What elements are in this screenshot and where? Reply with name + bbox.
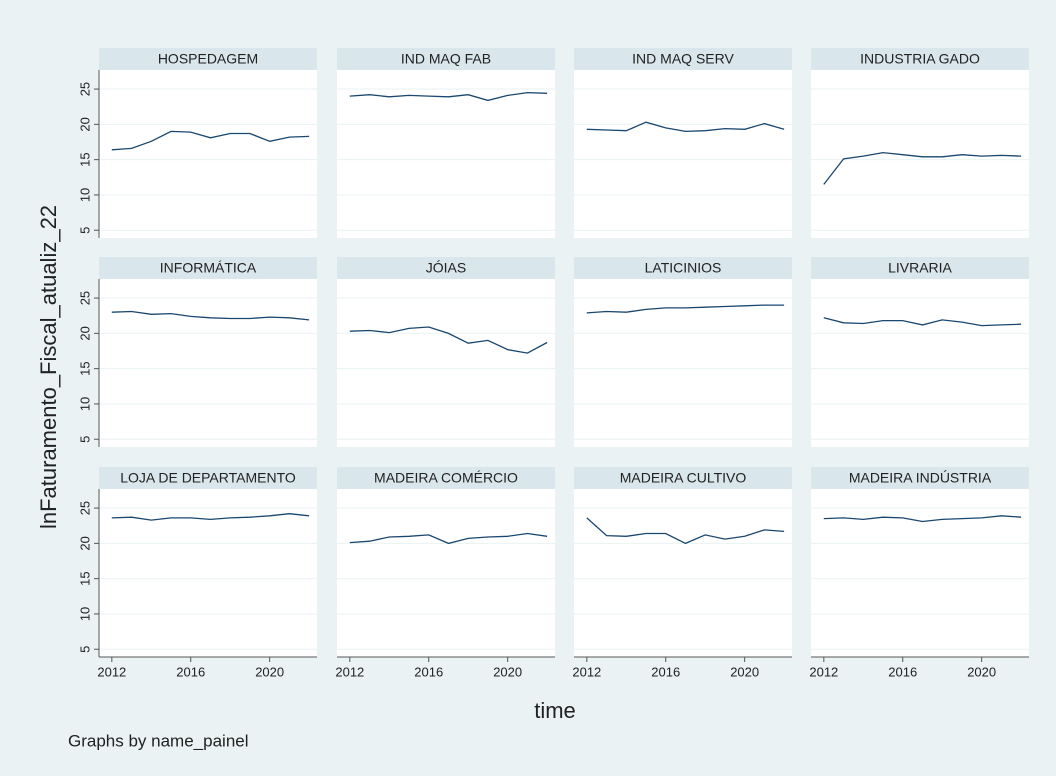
series-line — [111, 310, 310, 321]
plot-area — [99, 70, 317, 238]
y-tick-label: 20 — [77, 326, 92, 340]
x-tick-label: 2012 — [809, 664, 838, 679]
strip — [811, 48, 1029, 70]
series-line — [823, 151, 1022, 185]
y-tick-label: 15 — [77, 571, 92, 585]
y-tick-label: 5 — [77, 227, 92, 234]
x-tick-label: 2020 — [255, 664, 284, 679]
panel-title: INFORMÁTICA — [160, 260, 257, 276]
y-tick-label: 10 — [77, 397, 92, 411]
strip — [811, 257, 1029, 279]
x-tick-label: 2016 — [176, 664, 205, 679]
series-line — [349, 532, 548, 545]
panel-title: MADEIRA INDÚSTRIA — [849, 470, 992, 486]
y-axis-label: lnFaturamento_Fiscal_atualiz_22 — [36, 205, 61, 529]
plot-area — [337, 70, 555, 238]
series-line — [349, 326, 548, 354]
panel-title: INDUSTRIA GADO — [860, 51, 980, 67]
panel-title: MADEIRA CULTIVO — [620, 470, 747, 486]
panel-title: MADEIRA COMÉRCIO — [374, 470, 518, 486]
y-tick-label: 20 — [77, 536, 92, 550]
strip — [99, 48, 317, 70]
plot-area — [99, 489, 317, 657]
plot-area — [337, 279, 555, 447]
panel-title: IND MAQ SERV — [632, 51, 734, 67]
y-tick-label: 25 — [77, 82, 92, 96]
series-line — [111, 513, 310, 521]
panel-title: HOSPEDAGEM — [158, 51, 258, 67]
y-tick-label: 15 — [77, 361, 92, 375]
panel-title: JÓIAS — [426, 260, 466, 276]
x-tick-label: 2020 — [493, 664, 522, 679]
x-tick-label: 2020 — [730, 664, 759, 679]
x-tick-label: 2012 — [335, 664, 364, 679]
x-tick-label: 2012 — [97, 664, 126, 679]
series-line — [586, 517, 785, 545]
panel-title: LOJA DE DEPARTAMENTO — [120, 470, 296, 486]
x-tick-label: 2020 — [967, 664, 996, 679]
strip — [337, 257, 555, 279]
strip — [574, 257, 792, 279]
plot-area — [574, 279, 792, 447]
y-tick-label: 10 — [77, 188, 92, 202]
x-tick-label: 2012 — [572, 664, 601, 679]
strip — [337, 48, 555, 70]
strip — [99, 257, 317, 279]
x-tick-label: 2016 — [651, 664, 680, 679]
series-line — [823, 515, 1022, 523]
y-tick-label: 20 — [77, 117, 92, 131]
plot-area — [811, 489, 1029, 657]
x-axis-label: time — [534, 698, 576, 723]
panel-title: LIVRARIA — [888, 260, 952, 276]
panel-title: LATICINIOS — [645, 260, 722, 276]
series-line — [111, 130, 310, 151]
series-line — [586, 121, 785, 133]
x-tick-label: 2016 — [888, 664, 917, 679]
y-tick-label: 5 — [77, 436, 92, 443]
note: Graphs by name_painel — [68, 731, 249, 750]
x-tick-label: 2016 — [414, 664, 443, 679]
strip — [574, 48, 792, 70]
y-tick-label: 10 — [77, 607, 92, 621]
plot-area — [574, 489, 792, 657]
panel-title: IND MAQ FAB — [401, 51, 491, 67]
y-tick-label: 15 — [77, 152, 92, 166]
y-tick-label: 25 — [77, 501, 92, 515]
plot-area — [337, 489, 555, 657]
strip — [99, 467, 317, 489]
series-line — [349, 91, 548, 102]
plot-area — [574, 70, 792, 238]
plot-area — [811, 70, 1029, 238]
series-line — [823, 317, 1022, 327]
series-line — [586, 304, 785, 314]
strip — [811, 467, 1029, 489]
strip — [337, 467, 555, 489]
y-tick-label: 25 — [77, 291, 92, 305]
strip — [574, 467, 792, 489]
plot-area — [811, 279, 1029, 447]
y-tick-label: 5 — [77, 646, 92, 653]
plot-area — [99, 279, 317, 447]
